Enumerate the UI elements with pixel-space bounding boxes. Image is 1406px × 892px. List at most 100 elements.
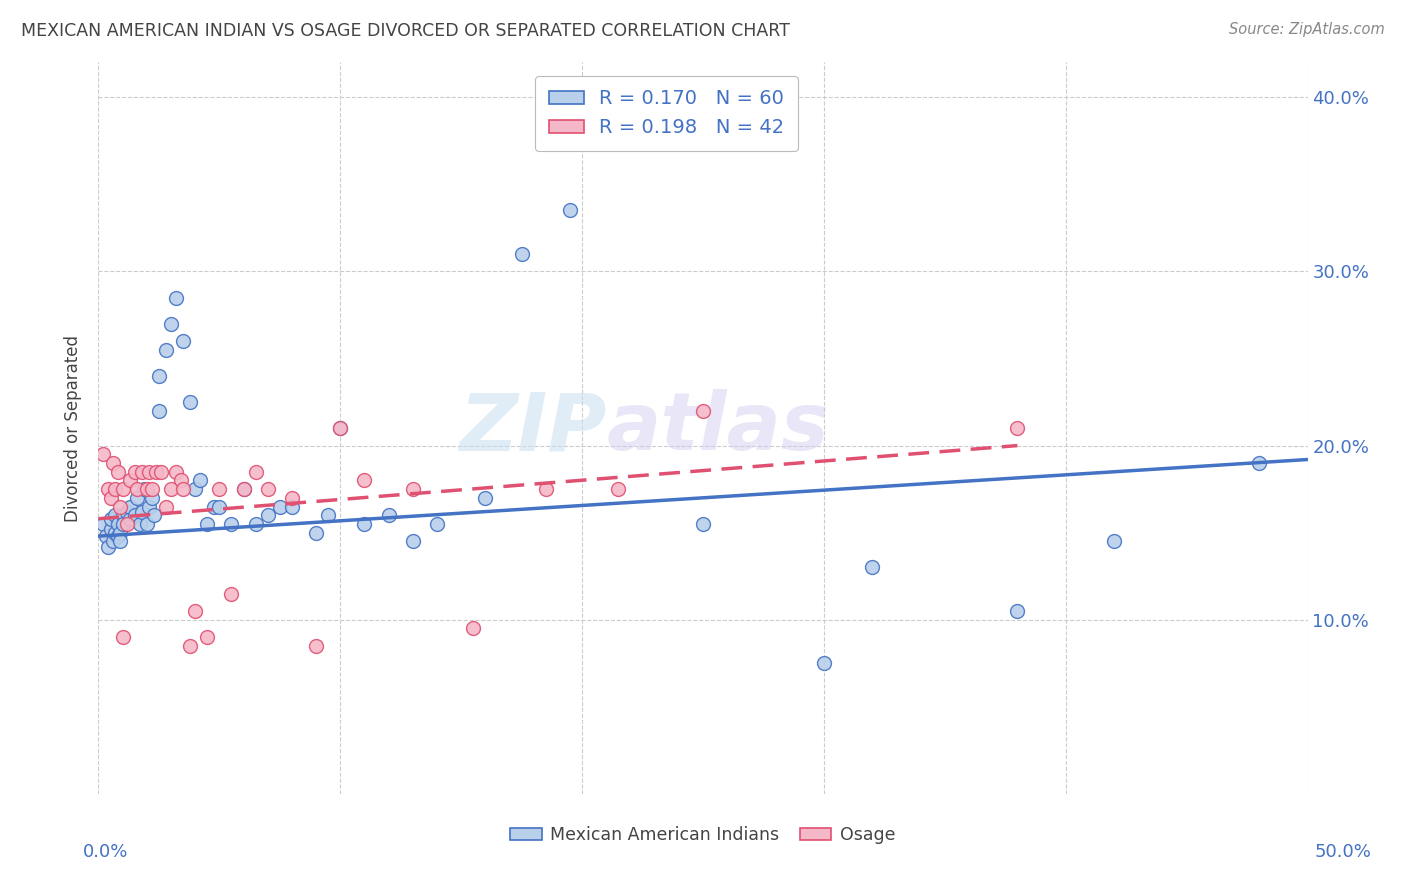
Point <box>813 657 835 671</box>
Point <box>135 516 157 531</box>
Point <box>208 482 231 496</box>
Point <box>169 474 191 488</box>
Point <box>558 203 581 218</box>
Point <box>117 505 139 519</box>
Y-axis label: Divorced or Separated: Divorced or Separated <box>65 334 83 522</box>
Point <box>188 474 211 488</box>
Point <box>124 465 146 479</box>
Point <box>107 516 129 531</box>
Point <box>101 534 124 549</box>
Point <box>100 491 122 505</box>
Text: MEXICAN AMERICAN INDIAN VS OSAGE DIVORCED OR SEPARATED CORRELATION CHART: MEXICAN AMERICAN INDIAN VS OSAGE DIVORCE… <box>21 22 790 40</box>
Point <box>127 491 149 505</box>
Point <box>221 586 243 600</box>
Point <box>172 482 194 496</box>
Point <box>316 508 339 523</box>
Point <box>155 500 177 514</box>
Text: Source: ZipAtlas.com: Source: ZipAtlas.com <box>1229 22 1385 37</box>
Point <box>607 482 630 496</box>
Point <box>131 505 153 519</box>
Point <box>148 403 170 417</box>
Point <box>256 482 278 496</box>
Point <box>172 334 194 348</box>
Point <box>141 491 163 505</box>
Point <box>91 516 114 531</box>
Point <box>107 529 129 543</box>
Point <box>150 465 173 479</box>
Point <box>101 456 124 470</box>
Text: ZIP: ZIP <box>458 389 606 467</box>
Point <box>104 525 127 540</box>
Point <box>179 639 201 653</box>
Point <box>204 500 226 514</box>
Point <box>305 639 328 653</box>
Point <box>402 534 425 549</box>
Point <box>402 482 425 496</box>
Point <box>138 465 160 479</box>
Point <box>221 516 243 531</box>
Point <box>534 482 557 496</box>
Point <box>118 474 141 488</box>
Point <box>155 343 177 357</box>
Point <box>1007 604 1029 618</box>
Point <box>108 500 131 514</box>
Point <box>208 500 231 514</box>
Point <box>184 482 207 496</box>
Point <box>111 516 134 531</box>
Point <box>97 482 120 496</box>
Point <box>160 482 183 496</box>
Point <box>118 500 141 514</box>
Point <box>117 516 139 531</box>
Point <box>128 516 150 531</box>
Point <box>145 465 167 479</box>
Point <box>510 247 533 261</box>
Point <box>245 465 267 479</box>
Point <box>108 534 131 549</box>
Point <box>353 516 375 531</box>
Point <box>305 525 328 540</box>
Text: 50.0%: 50.0% <box>1315 843 1371 861</box>
Point <box>692 516 714 531</box>
Point <box>131 465 153 479</box>
Text: atlas: atlas <box>606 389 830 467</box>
Point <box>195 516 218 531</box>
Point <box>141 482 163 496</box>
Point <box>245 516 267 531</box>
Point <box>124 508 146 523</box>
Point <box>111 508 134 523</box>
Point <box>111 630 134 644</box>
Point <box>108 525 131 540</box>
Point <box>184 604 207 618</box>
Point <box>100 522 122 536</box>
Point <box>135 482 157 496</box>
Point <box>281 500 304 514</box>
Point <box>97 540 120 554</box>
Point <box>134 482 156 496</box>
Point <box>474 491 496 505</box>
Point <box>165 291 187 305</box>
Point <box>256 508 278 523</box>
Point <box>179 395 201 409</box>
Point <box>1007 421 1029 435</box>
Point <box>107 465 129 479</box>
Point <box>329 421 352 435</box>
Point <box>148 368 170 383</box>
Point <box>281 491 304 505</box>
Point <box>127 482 149 496</box>
Point <box>232 482 254 496</box>
Point <box>195 630 218 644</box>
Point <box>353 474 375 488</box>
Point <box>94 529 117 543</box>
Point <box>426 516 449 531</box>
Point <box>692 403 714 417</box>
Point <box>860 560 883 574</box>
Point <box>269 500 291 514</box>
Point <box>1102 534 1125 549</box>
Text: 0.0%: 0.0% <box>83 843 128 861</box>
Point <box>1249 456 1271 470</box>
Point <box>104 482 127 496</box>
Legend: Mexican American Indians, Osage: Mexican American Indians, Osage <box>503 819 903 851</box>
Point <box>143 508 166 523</box>
Point <box>160 317 183 331</box>
Point <box>165 465 187 479</box>
